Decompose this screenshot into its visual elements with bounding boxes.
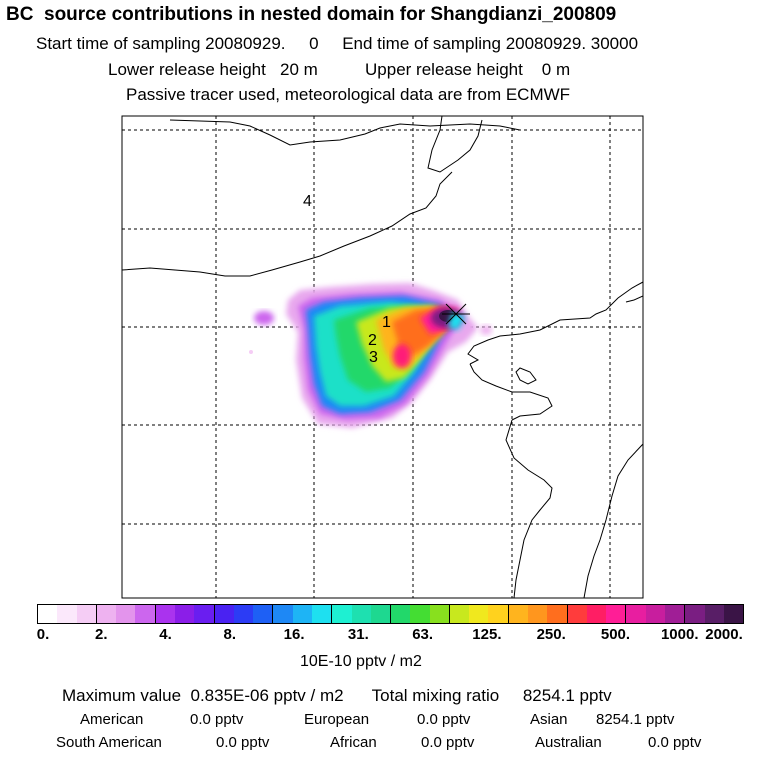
- region-value-south-american: 0.0 pptv: [216, 734, 270, 751]
- coastlines: [122, 116, 643, 598]
- colorbar-tick-label: 500.: [600, 626, 631, 643]
- max-label: Maximum value: [62, 686, 182, 705]
- colorbar-swatch: [76, 605, 97, 623]
- region-name-american: American: [80, 711, 144, 728]
- colorbar: [37, 604, 744, 624]
- start-value: 20080929. 0: [205, 34, 319, 53]
- summary-max-line: Maximum value 0.835E-06 pptv / m2 Total …: [62, 686, 612, 706]
- colorbar-swatch: [410, 605, 430, 623]
- colorbar-swatch: [233, 605, 254, 623]
- lower-label: Lower release height: [108, 60, 266, 79]
- colorbar-tick-label: 250.: [536, 626, 566, 643]
- colorbar-tick-label: 2000.: [705, 626, 743, 643]
- colorbar-tick-label: 16.: [283, 626, 305, 643]
- colorbar-tick-label: 125.: [472, 626, 502, 643]
- start-label: Start time of sampling: [36, 34, 201, 53]
- colorbar-swatch: [586, 605, 607, 623]
- end-value: 20080929. 30000: [505, 34, 639, 53]
- colorbar-swatch: [311, 605, 333, 623]
- colorbar-swatch: [704, 605, 724, 623]
- region-value-african: 0.0 pptv: [421, 734, 475, 751]
- tracer-plume: [249, 283, 492, 428]
- colorbar-swatch: [96, 605, 117, 623]
- colorbar-swatch: [528, 605, 548, 623]
- region-label-1: 1: [382, 314, 391, 331]
- region-label-3: 3: [369, 349, 378, 366]
- colorbar-swatch: [449, 605, 470, 623]
- colorbar-swatch: [332, 605, 352, 623]
- total-label: Total mixing ratio: [371, 686, 500, 705]
- colorbar-tick-label: 8.: [223, 626, 237, 643]
- colorbar-swatch: [194, 605, 215, 623]
- colorbar-swatch: [508, 605, 529, 623]
- colorbar-swatch: [723, 605, 744, 623]
- colorbar-tick-label: 0.: [36, 626, 50, 643]
- colorbar-tick-label: 31.: [347, 626, 369, 643]
- colorbar-swatch: [429, 605, 450, 623]
- colorbar-swatch: [665, 605, 686, 623]
- colorbar-swatch: [292, 605, 312, 623]
- region-name-australian: Australian: [535, 734, 602, 751]
- colorbar-swatch: [567, 605, 587, 623]
- x-marker-icon: [442, 303, 470, 325]
- colorbar-tick-label: 2.: [95, 626, 108, 643]
- colorbar-swatch: [606, 605, 627, 623]
- colorbar-swatch: [469, 605, 489, 623]
- region-name-asian: Asian: [530, 711, 568, 728]
- region-name-south-american: South American: [56, 734, 162, 751]
- colorbar-swatch: [685, 605, 705, 623]
- sampling-line: Start time of sampling 20080929. 0 End t…: [36, 34, 638, 54]
- colorbar-swatch: [391, 605, 411, 623]
- colorbar-tick-label: 1000.: [660, 626, 699, 643]
- colorbar-swatch: [488, 605, 509, 623]
- upper-label: Upper release height: [365, 60, 523, 79]
- region-value-australian: 0.0 pptv: [648, 734, 702, 751]
- colorbar-swatch: [253, 605, 274, 623]
- region-label-4: 4: [303, 193, 312, 210]
- release-line: Lower release height 20 m Upper release …: [108, 60, 570, 80]
- colorbar-swatch: [645, 605, 665, 623]
- map-title: BC source contributions in nested domain…: [6, 4, 617, 25]
- colorbar-tick-label: 63.: [412, 626, 434, 643]
- region-label-2: 2: [368, 332, 377, 349]
- total-value: 8254.1 pptv: [522, 686, 612, 705]
- colorbar-unit: 10E-10 pptv / m2: [300, 653, 422, 670]
- colorbar-swatch: [214, 605, 234, 623]
- colorbar-swatch: [547, 605, 568, 623]
- colorbar-tick-label: 4.: [159, 626, 172, 643]
- colorbar-swatch: [38, 605, 58, 623]
- region-name-european: European: [304, 711, 370, 728]
- region-value-european: 0.0 pptv: [417, 711, 471, 728]
- colorbar-swatch: [626, 605, 646, 623]
- end-label: End time of sampling: [342, 34, 501, 53]
- colorbar-swatch: [273, 605, 293, 623]
- region-value-asian: 8254.1 pptv: [596, 711, 675, 728]
- tracer-note: Passive tracer used, meteorological data…: [126, 85, 571, 104]
- map-plot: 4 1 2 3: [121, 115, 644, 599]
- colorbar-swatch: [351, 605, 371, 623]
- region-name-african: African: [330, 734, 377, 751]
- max-value: 0.835E-06 pptv / m2: [190, 686, 344, 705]
- upper-value: 0 m: [541, 60, 571, 79]
- colorbar-swatch: [155, 605, 175, 623]
- colorbar-swatch: [370, 605, 392, 623]
- colorbar-swatch: [174, 605, 195, 623]
- colorbar-swatch: [116, 605, 136, 623]
- colorbar-swatch: [57, 605, 77, 623]
- colorbar-swatch: [135, 605, 156, 623]
- region-value-american: 0.0 pptv: [190, 711, 244, 728]
- lower-value: 20 m: [280, 60, 318, 79]
